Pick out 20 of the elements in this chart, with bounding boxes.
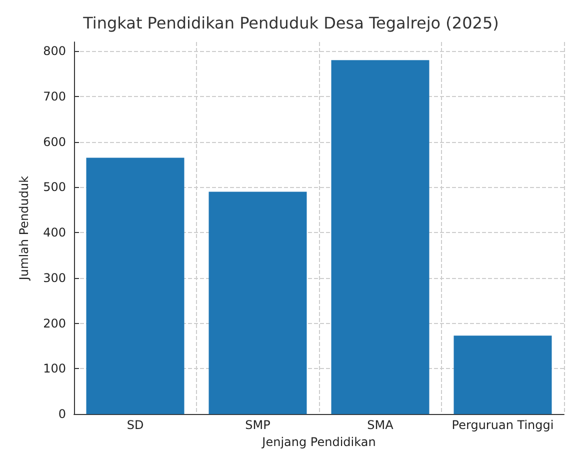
x-tick-label: SMA	[367, 418, 394, 432]
y-axis-title: Jumlah Penduduk	[17, 176, 31, 282]
y-tick-label: 600	[43, 134, 66, 149]
x-axis-title: Jenjang Pendidikan	[261, 435, 376, 449]
bar	[331, 60, 430, 414]
chart-title: Tingkat Pendidikan Penduduk Desa Tegalrejo (2025)	[82, 14, 499, 32]
y-tick-label: 200	[43, 316, 66, 330]
bar	[208, 192, 307, 414]
y-tick-label: 100	[43, 362, 66, 376]
y-tick-label: 400	[43, 226, 66, 240]
y-tick-label: 300	[43, 270, 66, 285]
bar	[454, 336, 552, 414]
y-tick-label: 700	[43, 89, 66, 104]
y-tick-label: 500	[43, 180, 66, 194]
bar	[86, 158, 184, 414]
x-tick-label: SMP	[245, 418, 270, 432]
x-tick-label: Perguruan Tinggi	[452, 418, 554, 432]
x-tick-label: SD	[126, 418, 144, 432]
y-tick-label: 800	[43, 44, 66, 58]
y-tick-label: 0	[58, 407, 66, 422]
